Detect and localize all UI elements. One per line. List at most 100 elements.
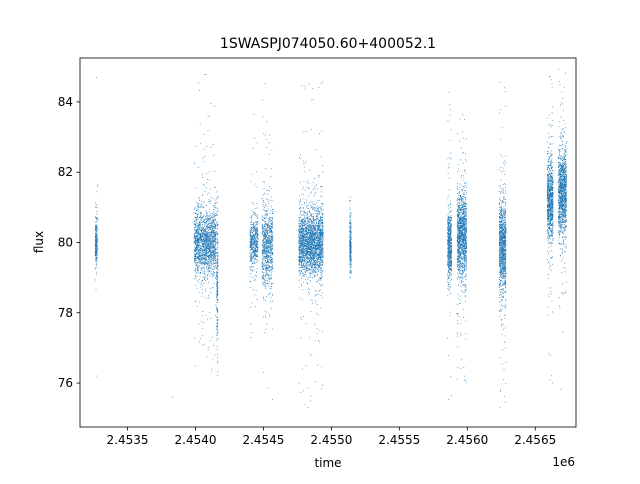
- data-point: [263, 237, 265, 239]
- data-point: [309, 253, 311, 255]
- data-point: [255, 225, 257, 227]
- data-point: [194, 216, 196, 218]
- data-point: [214, 220, 216, 222]
- data-point: [211, 368, 213, 370]
- data-point: [212, 240, 214, 242]
- data-point: [306, 266, 308, 268]
- data-point: [267, 230, 268, 232]
- data-point: [251, 302, 253, 304]
- data-point: [203, 239, 205, 241]
- data-point: [264, 215, 266, 217]
- data-point: [269, 237, 270, 239]
- data-point: [270, 227, 272, 229]
- data-point: [309, 169, 311, 171]
- data-point: [251, 230, 253, 232]
- data-point: [216, 191, 218, 193]
- data-point: [217, 295, 219, 297]
- data-point: [96, 211, 98, 213]
- data-point: [216, 288, 218, 290]
- data-point: [263, 236, 265, 238]
- data-point: [214, 186, 216, 188]
- data-point: [262, 283, 264, 285]
- data-point: [213, 241, 215, 243]
- data-point: [216, 284, 218, 286]
- data-point: [200, 205, 202, 207]
- data-point: [271, 240, 273, 242]
- data-point: [206, 240, 208, 241]
- data-point: [261, 224, 263, 226]
- data-point: [253, 249, 255, 251]
- data-point: [207, 233, 209, 235]
- data-point: [201, 233, 203, 235]
- data-point: [214, 239, 216, 241]
- data-point: [312, 265, 314, 267]
- data-point: [96, 255, 98, 257]
- data-point: [202, 262, 204, 264]
- data-point: [96, 249, 98, 251]
- data-point: [202, 249, 204, 251]
- data-point: [197, 235, 199, 237]
- data-point: [271, 200, 273, 201]
- data-point: [200, 233, 202, 235]
- data-point: [197, 253, 199, 255]
- data-point: [96, 251, 98, 253]
- data-point: [199, 240, 201, 242]
- data-point: [207, 234, 209, 236]
- data-point: [204, 191, 206, 193]
- data-point: [214, 245, 216, 246]
- data-point: [207, 268, 209, 270]
- data-point: [195, 222, 197, 224]
- data-point: [196, 224, 198, 226]
- data-point: [307, 278, 309, 280]
- data-point: [312, 233, 314, 235]
- data-point: [313, 250, 315, 252]
- data-point: [197, 233, 199, 235]
- data-point: [199, 259, 201, 261]
- data-point: [305, 245, 307, 246]
- data-point: [256, 214, 258, 216]
- data-point: [272, 398, 273, 400]
- data-point: [96, 240, 98, 242]
- data-point: [316, 272, 318, 274]
- data-point: [217, 292, 219, 294]
- data-point: [271, 249, 273, 251]
- data-point: [306, 206, 308, 208]
- data-point: [205, 210, 207, 212]
- data-point: [310, 395, 312, 397]
- data-point: [317, 219, 319, 221]
- data-point: [322, 243, 324, 245]
- data-point: [204, 228, 206, 230]
- data-point: [214, 251, 216, 253]
- data-point: [95, 231, 97, 233]
- data-point: [310, 311, 312, 313]
- data-point: [209, 225, 211, 227]
- data-point: [216, 322, 217, 324]
- data-point: [216, 202, 218, 203]
- data-point: [216, 266, 218, 268]
- data-point: [269, 288, 271, 290]
- data-point: [198, 323, 200, 325]
- data-point: [253, 270, 255, 272]
- data-point: [95, 216, 96, 218]
- data-point: [253, 234, 255, 236]
- data-point: [272, 246, 274, 248]
- data-point: [200, 236, 202, 238]
- data-point: [207, 116, 209, 118]
- data-point: [269, 217, 271, 219]
- data-point: [194, 274, 196, 276]
- data-point: [268, 270, 270, 271]
- data-point: [212, 256, 214, 258]
- data-point: [200, 222, 202, 224]
- data-point: [255, 236, 257, 238]
- data-point: [203, 267, 205, 269]
- data-point: [298, 267, 300, 269]
- data-point: [210, 257, 212, 259]
- data-point: [214, 214, 216, 216]
- data-point: [320, 273, 322, 275]
- data-point: [206, 263, 207, 265]
- data-point: [255, 223, 257, 225]
- data-point: [266, 235, 268, 237]
- data-point: [308, 188, 310, 190]
- data-point: [268, 218, 270, 220]
- data-point: [306, 205, 308, 207]
